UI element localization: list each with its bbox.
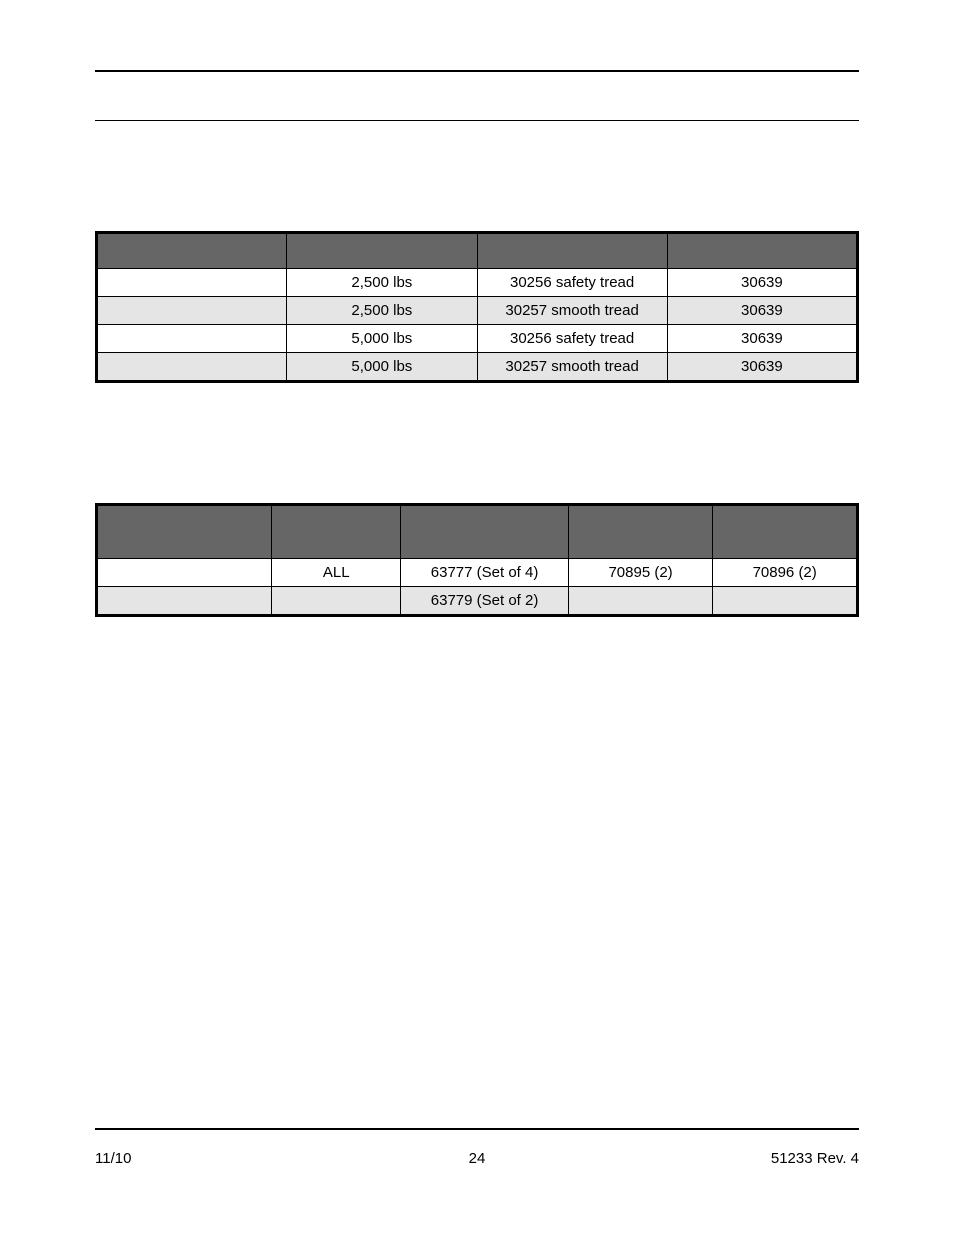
table-cell: 30257 smooth tread <box>477 353 667 382</box>
table-cell <box>713 587 858 616</box>
table-cell: 2,500 lbs <box>287 269 477 297</box>
table-cell: 30639 <box>667 297 857 325</box>
table-header-cell <box>568 505 713 559</box>
table-header-cell <box>401 505 568 559</box>
table-cell: 30256 safety tread <box>477 325 667 353</box>
table-header-cell <box>477 233 667 269</box>
table-cell: 63779 (Set of 2) <box>401 587 568 616</box>
table-header-row <box>97 505 858 559</box>
table-cell <box>97 269 287 297</box>
table-cell: 2,500 lbs <box>287 297 477 325</box>
table-cell: 5,000 lbs <box>287 353 477 382</box>
table-cell <box>97 353 287 382</box>
footer-doc-id: 51233 Rev. 4 <box>771 1150 859 1167</box>
table-cell: 70895 (2) <box>568 559 713 587</box>
table-cell <box>97 297 287 325</box>
mid-horizontal-rule <box>95 120 859 121</box>
table-row: 5,000 lbs 30257 smooth tread 30639 <box>97 353 858 382</box>
parts-table-2: ALL 63777 (Set of 4) 70895 (2) 70896 (2)… <box>95 503 859 617</box>
table-cell <box>97 587 272 616</box>
table-cell <box>568 587 713 616</box>
table-cell <box>97 559 272 587</box>
table-cell: 30257 smooth tread <box>477 297 667 325</box>
page-footer: 11/10 24 51233 Rev. 4 <box>95 1128 859 1167</box>
footer-text-row: 11/10 24 51233 Rev. 4 <box>95 1150 859 1167</box>
footer-page-number: 24 <box>469 1150 486 1167</box>
table-header-cell <box>97 505 272 559</box>
table-row: 63779 (Set of 2) <box>97 587 858 616</box>
parts-table-1: 2,500 lbs 30256 safety tread 30639 2,500… <box>95 231 859 383</box>
table-row: 5,000 lbs 30256 safety tread 30639 <box>97 325 858 353</box>
table-header-cell <box>97 233 287 269</box>
table-header-cell <box>287 233 477 269</box>
footer-date: 11/10 <box>95 1150 131 1167</box>
table-row: 2,500 lbs 30257 smooth tread 30639 <box>97 297 858 325</box>
table-header-cell <box>272 505 401 559</box>
table-header-cell <box>713 505 858 559</box>
table-cell <box>97 325 287 353</box>
footer-horizontal-rule <box>95 1128 859 1130</box>
table-cell: 5,000 lbs <box>287 325 477 353</box>
table-cell: 30639 <box>667 325 857 353</box>
page-content: 2,500 lbs 30256 safety tread 30639 2,500… <box>0 0 954 617</box>
table-cell: ALL <box>272 559 401 587</box>
table-cell: 30256 safety tread <box>477 269 667 297</box>
table-header-cell <box>667 233 857 269</box>
table-row: ALL 63777 (Set of 4) 70895 (2) 70896 (2) <box>97 559 858 587</box>
table-cell <box>272 587 401 616</box>
table-cell: 70896 (2) <box>713 559 858 587</box>
table-cell: 30639 <box>667 269 857 297</box>
table-row: 2,500 lbs 30256 safety tread 30639 <box>97 269 858 297</box>
top-horizontal-rule <box>95 70 859 72</box>
table-cell: 30639 <box>667 353 857 382</box>
table-cell: 63777 (Set of 4) <box>401 559 568 587</box>
table-header-row <box>97 233 858 269</box>
